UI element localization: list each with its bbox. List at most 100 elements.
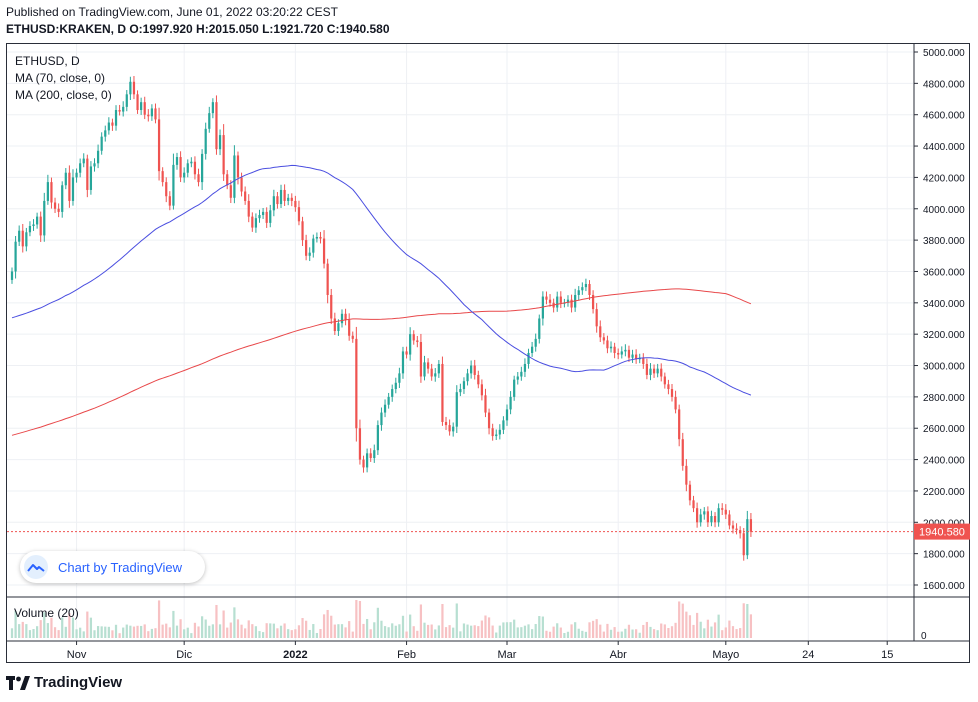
symbol-legend: ETHUSD, D [15,54,80,68]
candle-body [502,420,505,430]
volume-bar [269,623,272,638]
candle-body [222,135,225,175]
volume-bar [315,633,319,638]
candle-body [577,290,580,295]
time-tick-label: Feb [397,649,416,661]
volume-bar [699,621,702,638]
candle-body [470,365,473,374]
candle-body [129,81,132,95]
candle-body [491,428,494,437]
candle-body [387,396,390,405]
candle-body [703,511,706,515]
volume-bar [452,627,455,638]
candle-body [186,163,189,173]
volume-bar [595,619,598,638]
volume-bar [107,626,110,638]
candle-body [96,150,100,164]
volume-bar [739,628,742,638]
candle-body [348,320,351,336]
volume-bar [419,604,423,638]
price-axis-ticks: 1600.0001800.0002000.0002200.0002400.000… [914,48,965,592]
volume-bar [308,629,311,638]
candle-body [559,296,562,303]
candle-body [254,218,258,228]
volume-bar [713,622,717,638]
volume-bar [32,629,35,638]
price-tick-label: 3400.000 [923,299,965,310]
candle-body [39,216,42,236]
volume-bar [261,632,265,638]
volume-bar [258,631,261,638]
price-tick-label: 4800.000 [923,79,965,90]
volume-bar [416,630,419,638]
candle-body [724,509,727,515]
candle-body [190,161,193,164]
candle-body [276,196,279,205]
candle-body [218,135,222,150]
ma200-legend[interactable]: MA (200, close, 0) [15,88,112,102]
volume-legend[interactable]: Volume (20) [14,606,79,620]
volume-bar [480,620,484,638]
candle-body [89,166,93,190]
candle-body [333,318,336,332]
volume-bar [574,622,577,638]
candle-body [337,323,340,332]
volume-bar [502,622,505,638]
candle-body [365,453,369,468]
chart-by-tradingview-badge[interactable]: Chart by TradingView [20,551,205,583]
volume-bar [477,626,480,638]
candle-body [215,102,218,150]
volume-bar [150,628,154,638]
footer-brand[interactable]: TradingView [6,674,122,691]
price-tick-label: 3600.000 [923,267,965,278]
ma70-legend[interactable]: MA (70, close, 0) [15,71,106,85]
volume-bar [215,604,218,638]
candle-body [197,174,200,183]
volume-bar [208,625,211,638]
volume-bar [559,627,562,638]
volume-bar [462,623,466,638]
volume-bar [401,615,405,638]
volume-bar [505,622,509,638]
candle-body [114,110,118,126]
candle-body [272,196,275,211]
candle-body [437,363,440,374]
price-tick-label: 2600.000 [923,424,965,435]
candle-body [261,211,265,216]
candle-body [240,177,243,192]
price-tick-label: 1800.000 [923,550,965,561]
volume-bar [721,630,724,638]
candle-body [10,271,14,280]
candle-body [355,338,358,429]
volume-bar [613,627,616,638]
volume-bar [279,625,283,638]
volume-bar [287,629,290,638]
volume-bar [100,626,103,638]
volume-bar [749,614,753,638]
chart-frame [6,43,970,663]
candle-body [193,161,197,175]
volume-bar [538,616,541,638]
volume-bar [394,625,397,638]
candle-body [434,373,437,377]
candle-body [667,384,670,390]
candle-body [409,334,412,355]
candle-body [319,236,322,239]
candle-body [43,200,46,236]
candle-body [670,389,674,397]
candle-body [53,202,57,209]
candle-body [749,519,753,532]
volume-bar [609,629,613,638]
candle-body [728,514,731,526]
volume-bar [660,623,663,638]
volume-bar [484,615,487,638]
volume-bar [226,627,229,638]
candle-body [269,210,272,223]
volume-bar [627,624,631,638]
candle-body [118,110,121,112]
candle-body [32,224,35,227]
candle-body [383,404,387,413]
volume-bar [434,629,437,638]
candle-body [426,362,430,369]
